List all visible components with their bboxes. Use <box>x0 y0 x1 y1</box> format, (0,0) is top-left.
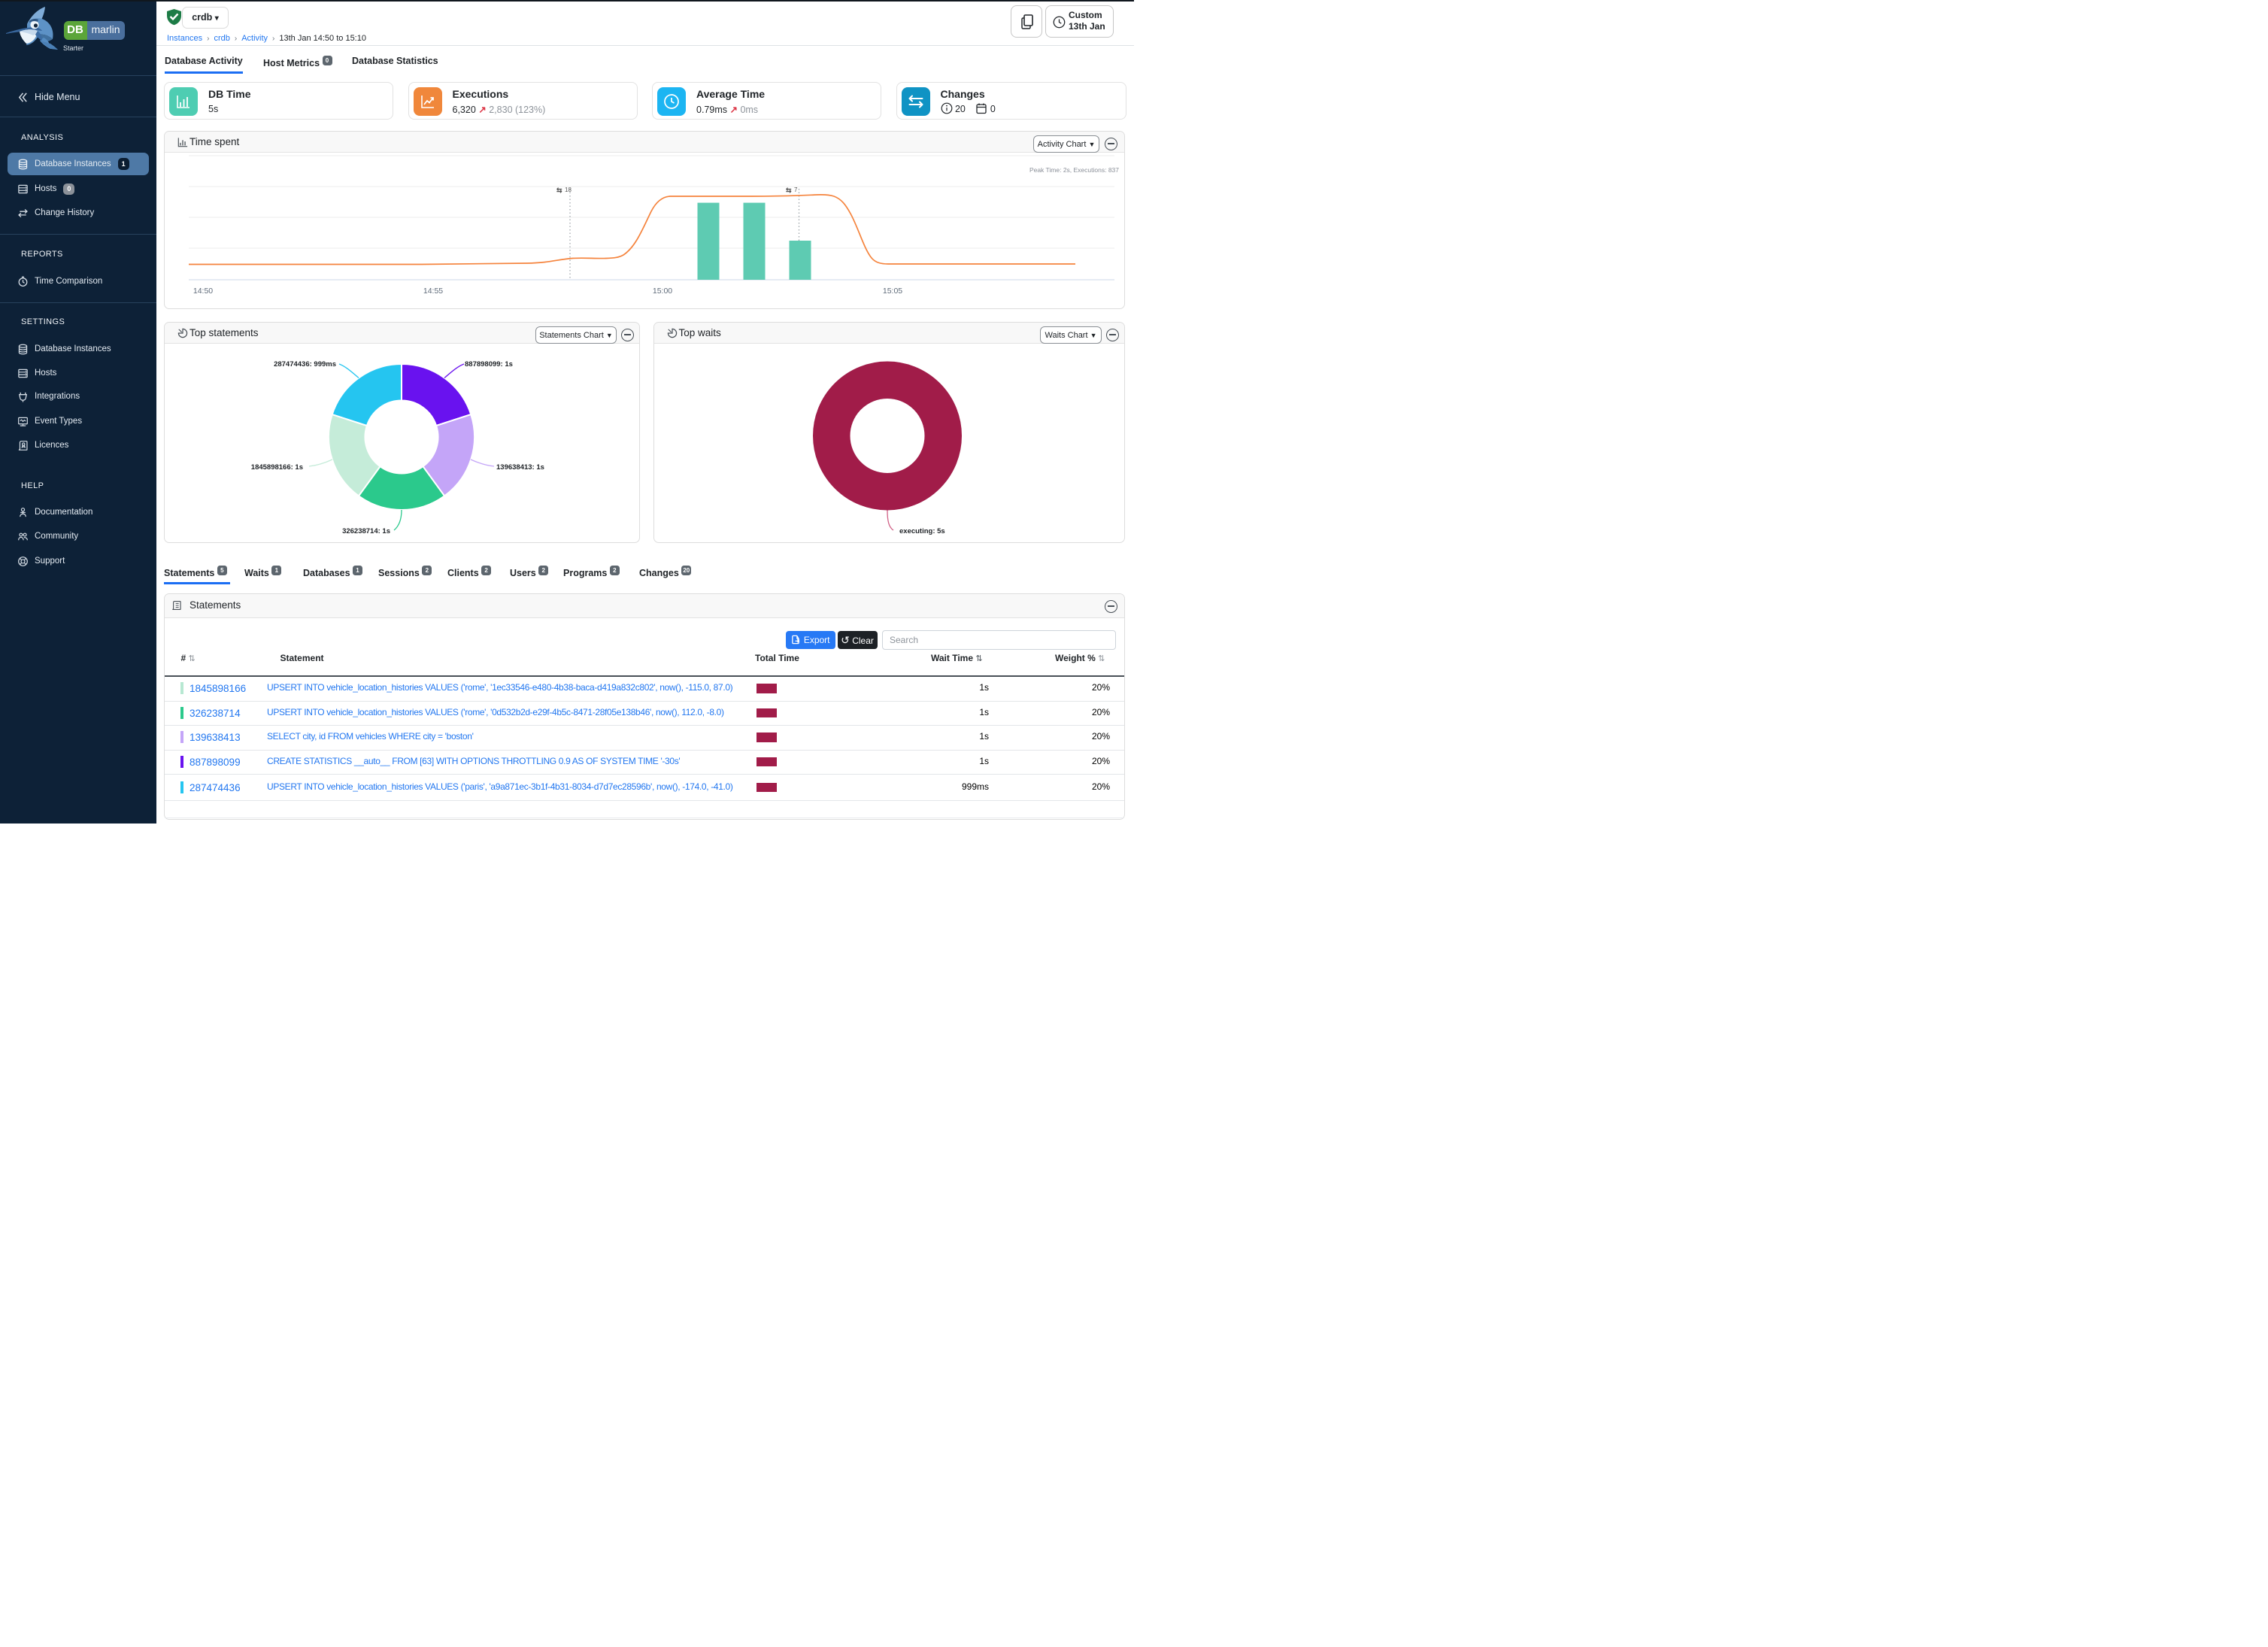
svg-text:14:50: 14:50 <box>193 287 213 296</box>
svg-text:15:00: 15:00 <box>653 287 672 296</box>
svg-text:7: 7 <box>794 187 798 193</box>
svg-text:887898099: 1s: 887898099: 1s <box>465 360 513 369</box>
svg-text:⇆: ⇆ <box>556 187 562 194</box>
svg-text:18: 18 <box>565 187 572 193</box>
svg-text:Peak Time: 2s, Executions: 837: Peak Time: 2s, Executions: 837 <box>1029 166 1119 174</box>
svg-text:executing: 5s: executing: 5s <box>899 527 945 535</box>
svg-text:287474436: 999ms: 287474436: 999ms <box>274 360 336 369</box>
svg-text:326238714: 1s: 326238714: 1s <box>342 527 390 535</box>
svg-text:15:05: 15:05 <box>883 287 902 296</box>
svg-text:1845898166: 1s: 1845898166: 1s <box>251 463 303 472</box>
svg-text:139638413: 1s: 139638413: 1s <box>496 463 544 472</box>
svg-text:14:55: 14:55 <box>423 287 443 296</box>
svg-text:⇆: ⇆ <box>786 187 792 194</box>
